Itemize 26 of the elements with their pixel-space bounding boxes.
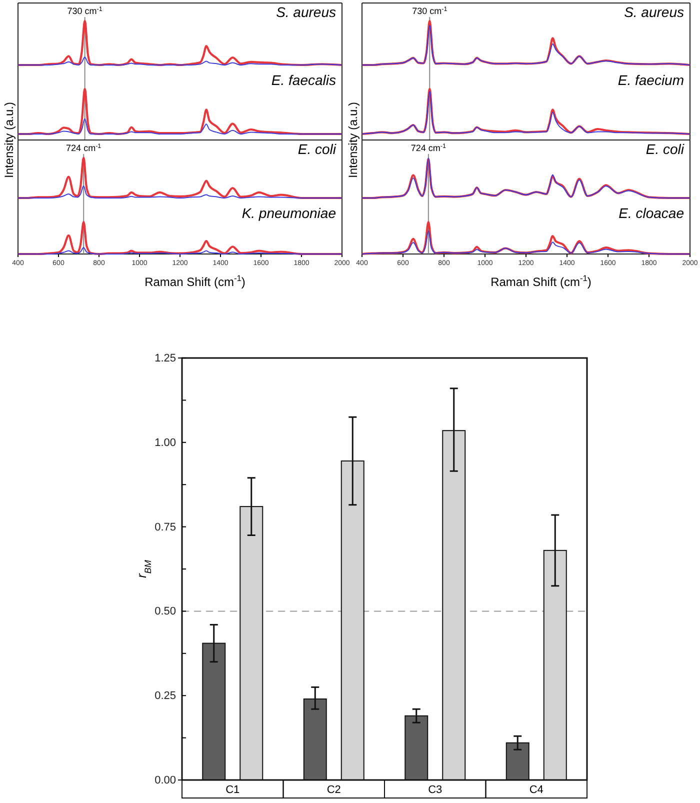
ref-line-label: 730 cm$^{-1}$	[67, 6, 103, 16]
y-tick-label: 0.75	[154, 521, 176, 534]
y-axis-title: Intensity (a.u.)	[2, 102, 16, 178]
chart-title: S. aureus	[276, 4, 336, 20]
y-tick-label: 1.25	[154, 352, 176, 365]
chart-title: E. coli	[298, 141, 337, 157]
chart-title: S. aureus	[624, 4, 684, 20]
chart-title: K. pneumoniae	[242, 205, 336, 221]
y-tick-label: 0.25	[154, 690, 176, 702]
x-axis-title: Raman Shift (cm$^{-1}$)	[144, 273, 246, 289]
y-tick-label: 1.00	[154, 436, 176, 449]
y-tick-label: 0.00	[154, 774, 176, 787]
ref-line-label: 730 cm$^{-1}$	[412, 6, 448, 16]
x-tick-label: C1	[226, 784, 240, 796]
x-axis-title: Raman Shift (cm$^{-1}$)	[490, 273, 592, 289]
chart-title: E. faecium	[618, 72, 684, 88]
chart-title: E. cloacae	[618, 205, 684, 221]
y-tick-label: 0.50	[154, 606, 176, 618]
ref-line-label: 724 cm$^{-1}$	[410, 142, 446, 153]
chart-title: E. coli	[646, 141, 685, 157]
ref-line-label: 724 cm$^{-1}$	[66, 142, 102, 153]
x-tick-label: C2	[326, 784, 341, 796]
chart-title: E. faecalis	[271, 72, 336, 88]
y-axis-title: Intensity (a.u.)	[346, 102, 360, 178]
x-tick-label: C3	[428, 784, 442, 796]
x-tick-label: C4	[529, 784, 544, 796]
